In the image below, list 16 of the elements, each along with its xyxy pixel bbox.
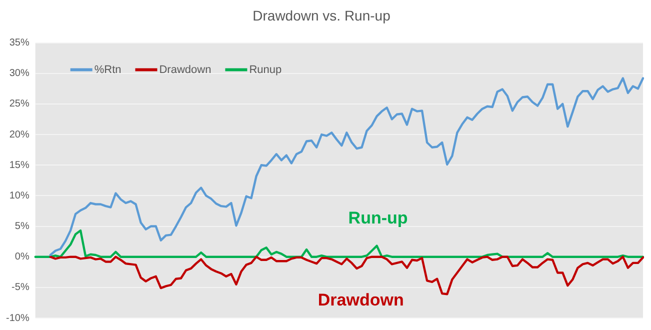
y-tick-label: 5% [14, 221, 30, 232]
legend-label: Drawdown [159, 64, 212, 76]
y-tick-label: 30% [9, 68, 30, 80]
y-tick-label: 20% [9, 129, 30, 140]
y-tick-label: 0% [14, 252, 30, 263]
annotation: Run-up [348, 208, 408, 228]
chart-title: Drawdown vs. Run-up [252, 7, 391, 24]
y-tick-label: 15% [9, 160, 30, 171]
legend-label: Runup [249, 64, 282, 76]
annotation: Drawdown [318, 290, 404, 310]
y-tick-label: 35% [9, 38, 30, 49]
y-tick-label: 10% [9, 190, 30, 202]
y-tick-label: -5% [12, 282, 30, 294]
legend-label: %Rtn [94, 64, 122, 76]
y-tick-label: -10% [6, 312, 30, 324]
y-tick-label: 25% [9, 98, 30, 110]
